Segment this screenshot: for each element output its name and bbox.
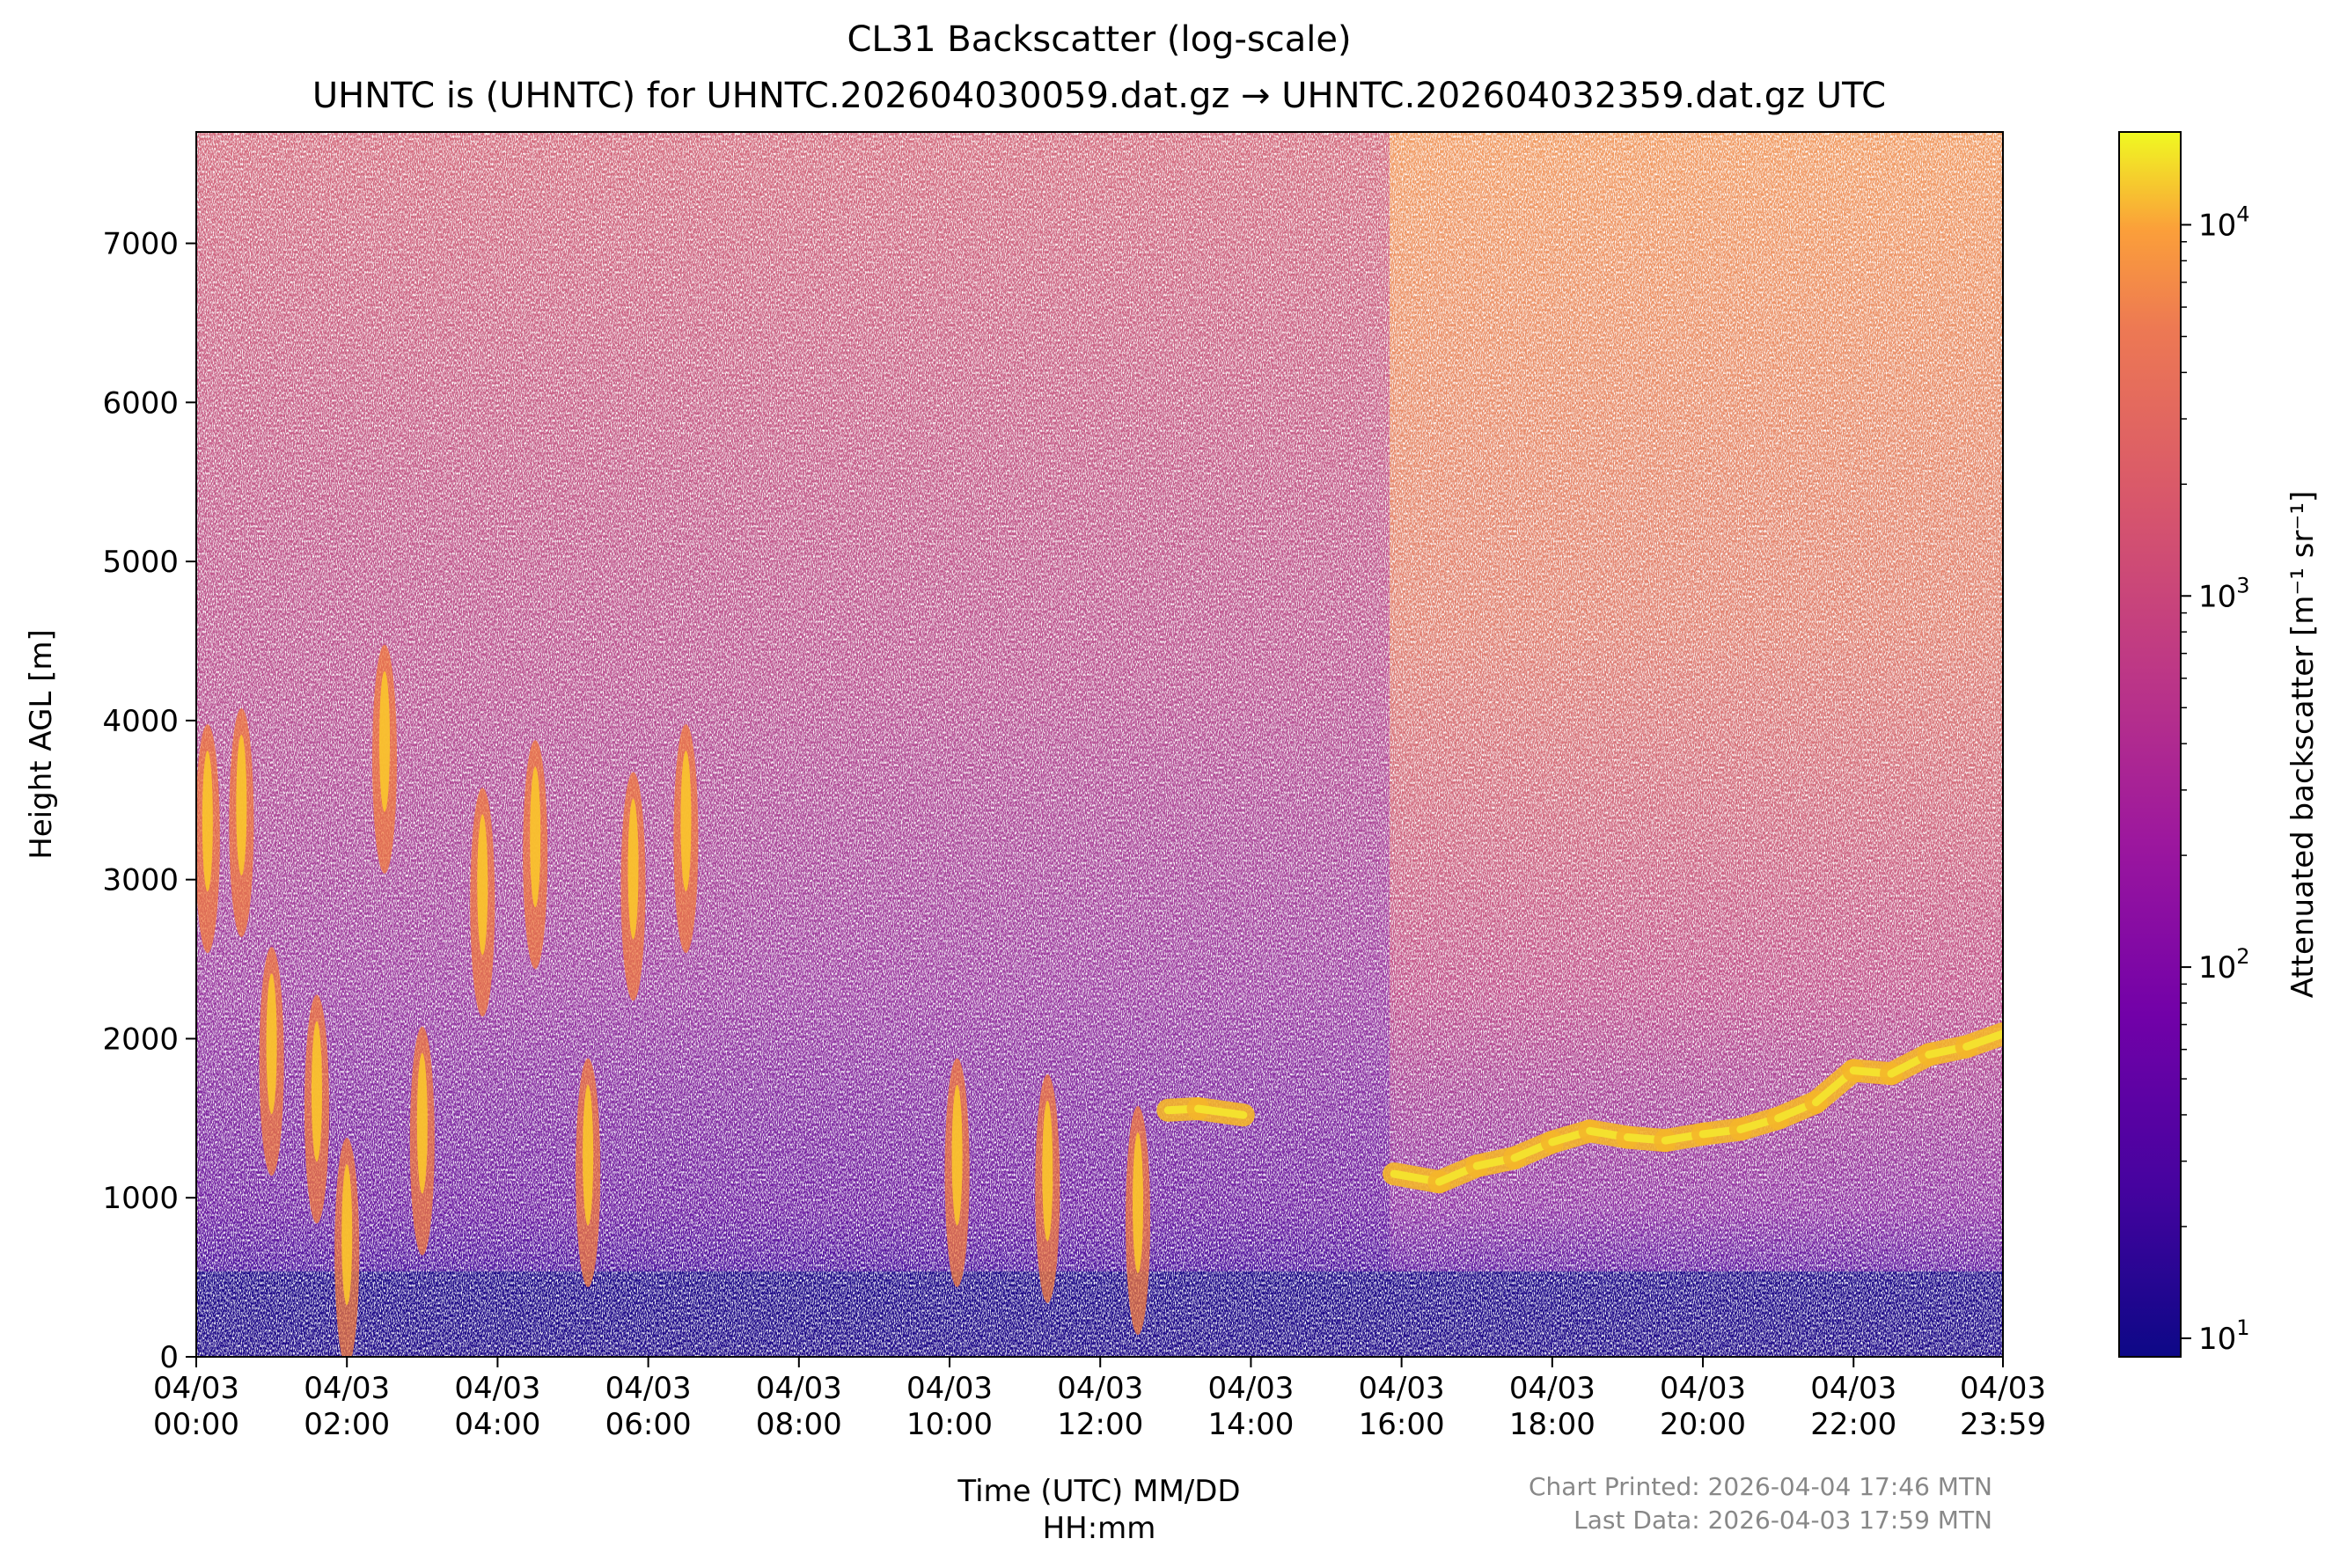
colorbar-ticks: 101 102 103 104 <box>2181 201 2250 1357</box>
echo-streak-core <box>341 1164 353 1306</box>
colorbar-label: Attenuated backscatter [m⁻¹ sr⁻¹] <box>2285 491 2321 999</box>
x-tick-label-time: 12:00 <box>1057 1407 1143 1442</box>
echo-streak-core <box>416 1052 428 1194</box>
footer-printed: Chart Printed: 2026-04-04 17:46 MTN <box>1529 1472 1992 1501</box>
x-tick-label-date: 04/03 <box>1359 1371 1445 1406</box>
echo-streak-core <box>530 766 541 908</box>
y-tick-label: 6000 <box>102 385 179 421</box>
echo-streak-core <box>266 973 277 1115</box>
y-axis: 0 1000 2000 3000 4000 5000 6000 7000 <box>102 227 196 1375</box>
x-tick-label-time: 20:00 <box>1660 1407 1746 1442</box>
echo-streak-core <box>1133 1132 1144 1273</box>
x-tick-label-date: 04/03 <box>153 1371 239 1406</box>
high-layer-echoes <box>196 644 1151 1357</box>
x-tick-label-date: 04/03 <box>1509 1371 1595 1406</box>
x-tick-label-time: 00:00 <box>153 1407 239 1442</box>
x-tick-label-time: 14:00 <box>1207 1407 1294 1442</box>
x-tick-label-date: 04/03 <box>605 1371 692 1406</box>
x-tick-label-time: 23:59 <box>1960 1407 2046 1442</box>
x-tick-label-date: 04/03 <box>304 1371 390 1406</box>
colorbar-tick-label: 101 <box>2198 1315 2250 1357</box>
x-tick-label-time: 04:00 <box>454 1407 540 1442</box>
echo-streak-core <box>1042 1100 1053 1242</box>
chart-subtitle: UHNTC is (UHNTC) for UHNTC.202604030059.… <box>312 76 1886 116</box>
chart-title: CL31 Backscatter (log-scale) <box>847 19 1351 60</box>
y-tick-label: 4000 <box>102 704 179 739</box>
echo-streak-core <box>951 1084 963 1226</box>
x-tick-label-time: 08:00 <box>756 1407 842 1442</box>
y-tick-label: 1000 <box>102 1181 179 1216</box>
colorbar <box>2118 131 2182 1358</box>
colorbar-tick-label: 104 <box>2198 201 2250 243</box>
x-tick-label-time: 22:00 <box>1810 1407 1896 1442</box>
echo-streak-core <box>379 670 391 812</box>
x-axis-label-line2: HH:mm <box>1043 1511 1156 1546</box>
y-tick-label: 7000 <box>102 227 179 262</box>
x-tick-label-date: 04/03 <box>1207 1371 1294 1406</box>
colorbar-tick-label: 103 <box>2198 573 2250 614</box>
x-tick-label-time: 10:00 <box>906 1407 993 1442</box>
footer-last-data: Last Data: 2026-04-03 17:59 MTN <box>1573 1506 1992 1535</box>
y-axis-label: Height AGL [m] <box>24 629 59 860</box>
x-tick-label-time: 16:00 <box>1359 1407 1445 1442</box>
x-tick-label-date: 04/03 <box>1660 1371 1746 1406</box>
x-tick-label-date: 04/03 <box>1810 1371 1896 1406</box>
y-tick-label: 3000 <box>102 863 179 898</box>
x-tick-label-time: 18:00 <box>1509 1407 1595 1442</box>
x-axis-label-line1: Time (UTC) MM/DD <box>957 1474 1240 1509</box>
echo-streak-core <box>583 1084 594 1226</box>
noise-speckle <box>196 132 2003 1357</box>
x-tick-label-time: 06:00 <box>605 1407 692 1442</box>
x-tick-label-date: 04/03 <box>1057 1371 1143 1406</box>
cloud-layer-core <box>1962 1029 2003 1051</box>
x-tick-label-date: 04/03 <box>454 1371 540 1406</box>
x-axis: 04/0300:0004/0302:0004/0304:0004/0306:00… <box>153 1357 2046 1442</box>
cloud-layer-core <box>1194 1104 1248 1119</box>
x-tick-label-date: 04/03 <box>756 1371 842 1406</box>
plot-area <box>196 132 2003 1357</box>
colorbar-tick-label: 102 <box>2198 944 2250 985</box>
x-tick-label-time: 02:00 <box>304 1407 390 1442</box>
echo-streak-core <box>236 735 247 876</box>
echo-streak-core <box>477 814 488 956</box>
echo-streak-core <box>311 1021 322 1162</box>
echo-streak-core <box>202 751 213 892</box>
y-tick-label: 2000 <box>102 1022 179 1057</box>
x-tick-label-date: 04/03 <box>906 1371 993 1406</box>
echo-streak-core <box>680 751 692 892</box>
y-tick-label: 5000 <box>102 545 179 580</box>
x-tick-label-date: 04/03 <box>1960 1371 2046 1406</box>
y-tick-label: 0 <box>159 1340 179 1375</box>
echo-streak-core <box>627 798 639 940</box>
cloud-layer-echoes <box>1156 1022 2003 1194</box>
